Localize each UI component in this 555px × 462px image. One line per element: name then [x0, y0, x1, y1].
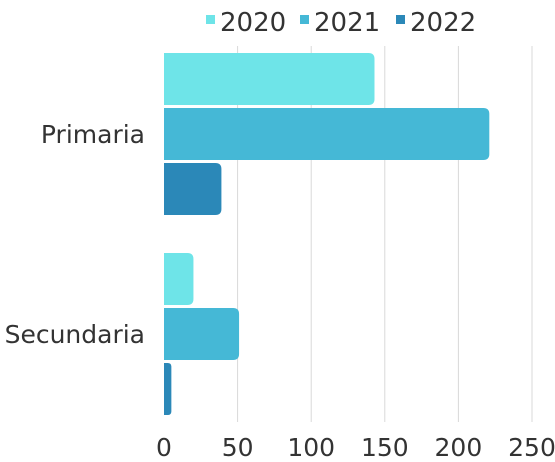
legend: 2020 2021 2022 — [206, 8, 476, 38]
bar-secundaria-2020 — [164, 253, 194, 305]
category-label: Primaria — [41, 120, 145, 149]
bar-primaria-2021 — [164, 108, 490, 160]
x-axis-ticks: 0 50 100 150 200 250 — [156, 433, 555, 462]
legend-label: 2022 — [410, 8, 476, 38]
legend-label: 2020 — [220, 8, 286, 38]
bar-secundaria-2022 — [164, 363, 172, 415]
category-label: Secundaria — [5, 320, 145, 349]
x-tick-label: 100 — [287, 433, 335, 462]
x-tick-label: 0 — [156, 433, 172, 462]
x-tick-label: 50 — [222, 433, 254, 462]
x-tick-label: 150 — [361, 433, 409, 462]
x-tick-label: 200 — [435, 433, 483, 462]
legend-label: 2021 — [314, 8, 380, 38]
bar-secundaria-2021 — [164, 308, 240, 360]
bar-primaria-2020 — [164, 53, 375, 105]
legend-swatch — [300, 15, 309, 24]
category-labels: Primaria Secundaria — [5, 120, 145, 349]
legend-swatch — [396, 15, 405, 24]
legend-swatch — [206, 15, 215, 24]
bars — [164, 53, 490, 415]
x-tick-label: 250 — [508, 433, 555, 462]
bar-primaria-2022 — [164, 163, 222, 215]
